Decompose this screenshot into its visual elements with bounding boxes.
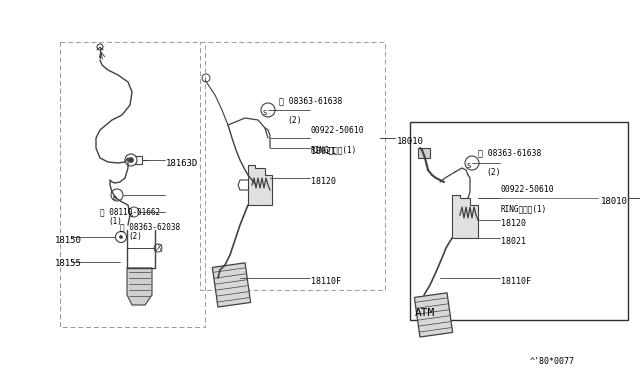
Text: 18120: 18120: [311, 176, 336, 186]
Text: Ⓢ 08363-62038: Ⓢ 08363-62038: [120, 222, 180, 231]
Text: ^'80*0077: ^'80*0077: [530, 357, 575, 366]
Text: S: S: [129, 212, 132, 218]
Polygon shape: [212, 263, 251, 307]
Bar: [410, 122, 628, 320]
Text: 18150: 18150: [55, 235, 82, 244]
Text: 18110F: 18110F: [311, 276, 341, 285]
Polygon shape: [248, 165, 272, 205]
Polygon shape: [127, 268, 152, 305]
Text: 00922-50610: 00922-50610: [501, 185, 555, 194]
Text: 18110F: 18110F: [501, 276, 531, 285]
Text: Ⓢ 08363-61638: Ⓢ 08363-61638: [279, 96, 342, 105]
Text: RINGリング(1): RINGリング(1): [501, 204, 547, 213]
Text: (1): (1): [108, 217, 122, 226]
Text: 18021: 18021: [311, 147, 336, 155]
Text: Ⓢ 08363-61638: Ⓢ 08363-61638: [478, 148, 541, 157]
Text: 18010: 18010: [397, 137, 424, 145]
Polygon shape: [418, 148, 430, 158]
Bar: [60, 42, 205, 327]
Text: 18021: 18021: [501, 237, 526, 246]
Polygon shape: [414, 293, 452, 337]
Text: Ⓑ 08110-01662: Ⓑ 08110-01662: [100, 207, 160, 216]
Text: S: S: [263, 110, 267, 116]
Text: (2): (2): [287, 116, 301, 125]
Text: (2): (2): [128, 232, 142, 241]
Text: 18010: 18010: [601, 196, 628, 205]
Text: 00922-50610: 00922-50610: [311, 126, 365, 135]
Text: RINGリング(1): RINGリング(1): [311, 145, 357, 154]
Bar: [200, 42, 385, 290]
Circle shape: [120, 235, 122, 238]
Text: S: S: [467, 163, 471, 169]
Text: 18155: 18155: [55, 260, 82, 269]
Text: (2): (2): [486, 168, 500, 177]
Text: 18163D: 18163D: [166, 158, 198, 167]
Polygon shape: [452, 195, 478, 238]
Circle shape: [129, 157, 134, 163]
Text: 18120: 18120: [501, 218, 526, 228]
Text: ATM: ATM: [415, 308, 435, 318]
Text: B: B: [112, 196, 116, 201]
